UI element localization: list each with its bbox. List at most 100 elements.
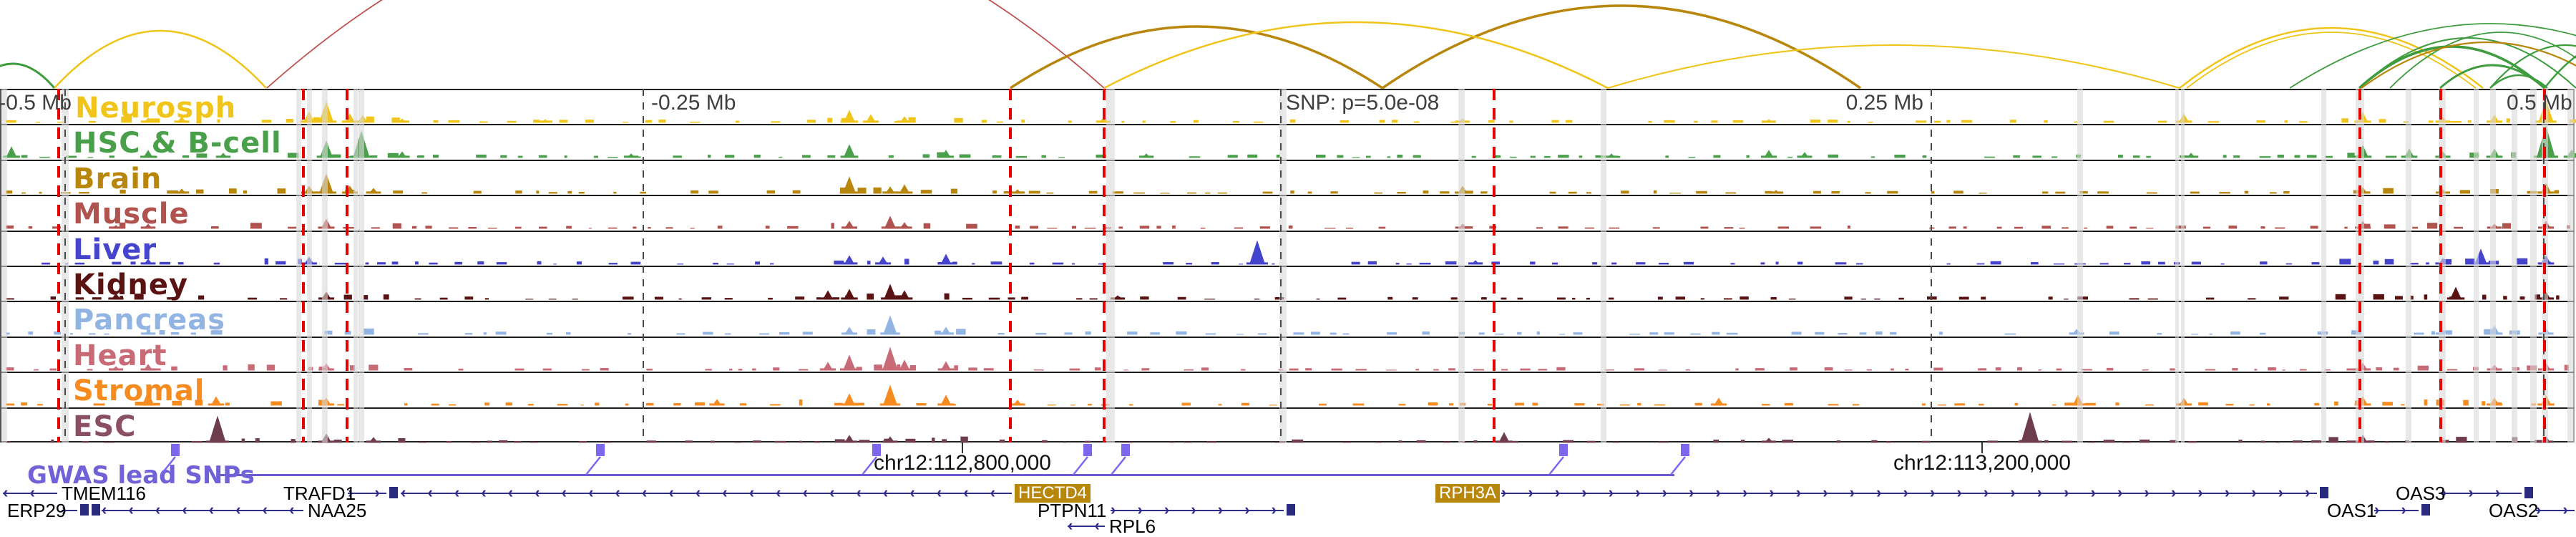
- snp-ld-red-dashed-line: [57, 89, 60, 442]
- gwas-lead-snp-marker[interactable]: [1681, 444, 1689, 456]
- gene-label-oas1[interactable]: OAS1: [2327, 500, 2377, 521]
- snp-stem: [1111, 456, 1126, 475]
- track-label: Stromal: [73, 374, 205, 408]
- interaction-arc[interactable]: [2289, 23, 2576, 89]
- snp-ld-red-dashed-line: [1103, 89, 1106, 442]
- interaction-arc[interactable]: [2389, 32, 2576, 89]
- interaction-arc[interactable]: [2489, 74, 2548, 89]
- track-signal: [6, 284, 2560, 300]
- track-label: Kidney: [73, 268, 189, 301]
- track-row-liver[interactable]: Liver: [1, 232, 2575, 267]
- track-row-brain[interactable]: Brain: [1, 161, 2575, 197]
- interaction-arcs-layer: [0, 0, 2576, 89]
- ruler-tick-line: [1280, 89, 1282, 442]
- highlight-band: [353, 89, 358, 442]
- gene-exon-block: [1287, 504, 1295, 516]
- interaction-arc[interactable]: [2489, 44, 2576, 89]
- gene-label-naa25[interactable]: NAA25: [308, 500, 367, 521]
- gene-label-ptpn11[interactable]: PTPN11: [1038, 500, 1107, 521]
- interaction-arc[interactable]: [54, 29, 267, 89]
- track-row-kidney[interactable]: Kidney: [1, 267, 2575, 303]
- gene-exon-block: [80, 504, 89, 516]
- gene-label-trafd1[interactable]: TRAFD1: [283, 483, 356, 504]
- highlight-band: [2175, 89, 2179, 442]
- highlight-band: [307, 89, 312, 442]
- highlight-band: [2530, 89, 2537, 442]
- interaction-arc[interactable]: [2358, 45, 2546, 89]
- gwas-lead-snp-marker[interactable]: [596, 444, 605, 456]
- gene-intron-arrows-left: ‹ ‹ ‹ ‹ ‹ ‹ ‹ ‹ ‹ ‹ ‹ ‹ ‹ ‹ ‹ ‹ ‹ ‹ ‹ ‹ …: [401, 484, 1012, 503]
- interaction-arc[interactable]: [1103, 21, 1609, 89]
- ruler-label: 0.25 Mb: [1845, 91, 1923, 115]
- track-signal: [6, 411, 2554, 442]
- gwas-lead-snp-marker[interactable]: [1559, 444, 1568, 456]
- highlight-band: [322, 89, 328, 442]
- gwas-lead-snp-marker[interactable]: [1121, 444, 1130, 456]
- snp-stem: [1548, 456, 1564, 475]
- gene-intron-arrows-right: › › › ›: [2441, 484, 2522, 503]
- track-row-heart[interactable]: Heart: [1, 338, 2575, 374]
- ruler-label: -0.25 Mb: [651, 91, 736, 115]
- track-signal: [6, 315, 2554, 335]
- gene-label-oas2[interactable]: OAS2: [2489, 500, 2539, 521]
- track-row-pancreas[interactable]: Pancreas: [1, 302, 2575, 338]
- highlight-band: [359, 89, 364, 442]
- genomic-coordinate-label: chr12:113,200,000: [1893, 451, 2071, 475]
- track-row-hsc-b-cell[interactable]: HSC & B-cell: [1, 125, 2576, 161]
- snp-ld-red-dashed-line: [302, 89, 305, 442]
- highlight-band: [2439, 89, 2446, 442]
- gene-intron-arrows-right: ›: [62, 501, 77, 520]
- track-row-esc[interactable]: ESC: [1, 409, 2575, 444]
- snp-ld-red-dashed-line: [2358, 89, 2361, 442]
- interaction-arc[interactable]: [266, 0, 1105, 89]
- gene-intron-arrows-right: › ›: [2536, 501, 2575, 520]
- track-signal: [6, 216, 2571, 229]
- interaction-arc[interactable]: [2186, 32, 2477, 89]
- interaction-arc[interactable]: [2544, 39, 2576, 89]
- track-signal: [3, 125, 2576, 158]
- gene-intron-arrows-right: › › › › › › › › ›: [1111, 501, 1284, 520]
- gene-label-oas3[interactable]: OAS3: [2396, 483, 2446, 504]
- track-area[interactable]: Neurosph HSC & B-cell Brain Muscle Liver Kidn…: [0, 89, 2576, 444]
- highlighted-gene-label-rph3a[interactable]: RPH3A: [1435, 484, 1501, 503]
- gene-intron-arrows-right: › ›: [348, 484, 386, 503]
- snp-stem: [1073, 456, 1088, 475]
- gene-intron-arrows-right: › ›: [2374, 501, 2419, 520]
- track-row-stromal[interactable]: Stromal: [1, 373, 2575, 409]
- track-label: Heart: [73, 339, 167, 372]
- ruler-tick-line: [1931, 89, 1932, 442]
- gene-exon-block: [92, 504, 100, 516]
- ruler-label: -0.5 Mb: [0, 91, 72, 115]
- gene-label-tmem116[interactable]: TMEM116: [62, 483, 146, 504]
- highlight-band: [1458, 89, 1465, 442]
- gwas-lead-snp-marker[interactable]: [1083, 444, 1092, 456]
- track-signal: [42, 239, 2555, 264]
- highlight-band: [1, 89, 7, 442]
- track-label: Brain: [73, 162, 162, 195]
- interaction-arc[interactable]: [0, 62, 56, 89]
- highlight-band: [2490, 89, 2496, 442]
- interaction-arc[interactable]: [1607, 44, 2180, 89]
- track-label: Liver: [73, 233, 157, 266]
- interaction-arc[interactable]: [2361, 42, 2576, 89]
- track-signal: [6, 347, 2569, 371]
- interaction-arc[interactable]: [1382, 4, 1861, 89]
- track-signal: [6, 384, 2555, 406]
- genomic-coordinate-label: chr12:112,800,000: [874, 451, 1051, 475]
- gwas-lead-snp-marker[interactable]: [171, 444, 180, 456]
- coordinate-tick: [1981, 442, 1983, 453]
- highlight-band: [2077, 89, 2083, 442]
- highlighted-gene-label-hectd4[interactable]: HECTD4: [1015, 484, 1091, 503]
- highlight-band: [2512, 89, 2517, 442]
- gwas-lead-snp-marker[interactable]: [872, 444, 881, 456]
- gene-intron-arrows-right: › › › › › › › › › › › › › › › › › › › › …: [1501, 484, 2317, 503]
- highlight-band: [296, 89, 301, 442]
- gene-label-rpl6[interactable]: RPL6: [1109, 516, 1156, 537]
- highlight-band: [1279, 89, 1287, 442]
- ruler-label: 0.5 Mb: [2507, 91, 2572, 115]
- track-row-muscle[interactable]: Muscle: [1, 196, 2575, 232]
- gene-label-erp29[interactable]: ERP29: [7, 500, 67, 521]
- track-label: ESC: [73, 410, 137, 443]
- interaction-arc[interactable]: [1010, 25, 1383, 89]
- interaction-arc[interactable]: [2179, 26, 2484, 89]
